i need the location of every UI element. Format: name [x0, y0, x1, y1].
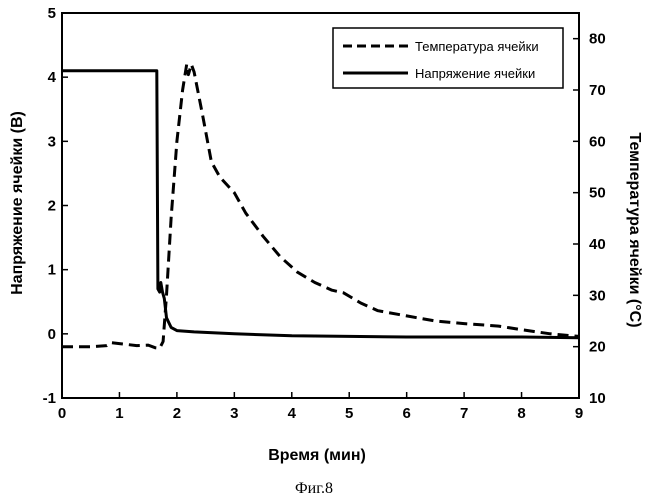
- legend-voltage-label: Напряжение ячейки: [415, 66, 535, 81]
- x-tick-label: 7: [460, 405, 468, 422]
- y-tick-label: 1: [48, 262, 56, 279]
- figure-caption: Фиг.8: [295, 480, 333, 497]
- y-axis-title: Напряжение ячейки (В): [9, 111, 26, 295]
- x-tick-label: 9: [575, 405, 583, 422]
- y-tick-label: 2: [48, 198, 56, 215]
- y2-axis-title: Температура ячейки (°C): [626, 132, 643, 327]
- x-tick-label: 5: [345, 405, 353, 422]
- series-layer: [62, 64, 579, 348]
- x-tick-label: 2: [173, 405, 181, 422]
- y-tick-label: 3: [48, 133, 56, 150]
- y-tick-label: 0: [48, 326, 56, 343]
- y2-tick-label: 70: [589, 82, 606, 99]
- y2-tick-label: 20: [589, 339, 606, 356]
- legend: Температура ячейки Напряжение ячейки: [333, 28, 563, 88]
- x-tick-label: 6: [402, 405, 410, 422]
- y2-tick-label: 40: [589, 236, 606, 253]
- temperature-series-line: [62, 64, 579, 348]
- x-tick-label: 0: [58, 405, 66, 422]
- y2-tick-label: 60: [589, 133, 606, 150]
- x-axis-title: Время (мин): [268, 447, 366, 464]
- y2-tick-label: 50: [589, 185, 606, 202]
- y2-tick-label: 80: [589, 31, 606, 48]
- x-tick-label: 1: [115, 405, 123, 422]
- x-tick-label: 3: [230, 405, 238, 422]
- y2-tick-label: 10: [589, 390, 606, 407]
- x-tick-label: 8: [517, 405, 525, 422]
- y-tick-label: 5: [48, 5, 56, 22]
- legend-temperature-label: Температура ячейки: [415, 39, 539, 54]
- y-tick-label: 4: [48, 69, 57, 86]
- voltage-series-line: [62, 71, 579, 338]
- y-tick-label: -1: [43, 390, 56, 407]
- y2-tick-label: 30: [589, 287, 606, 304]
- x-tick-label: 4: [288, 405, 297, 422]
